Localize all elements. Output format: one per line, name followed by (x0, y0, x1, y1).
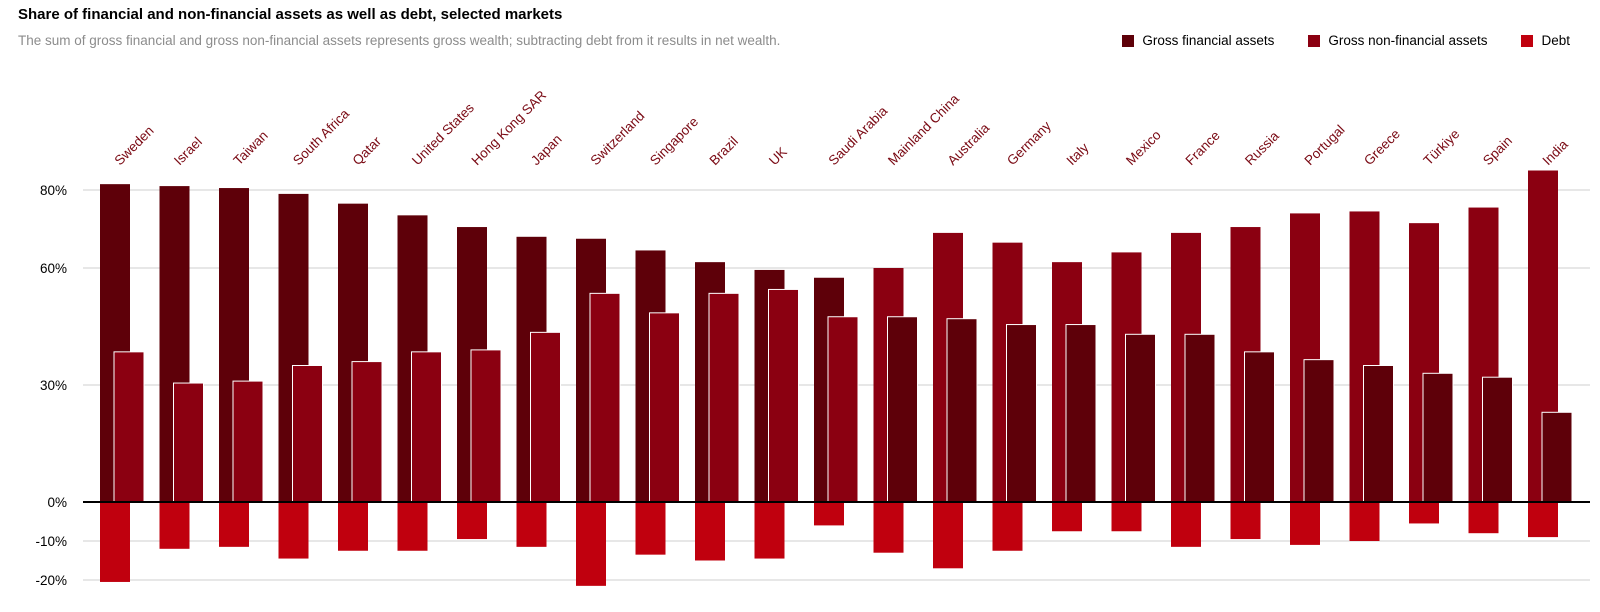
bar-financial-assets (946, 318, 978, 503)
y-tick-label: -20% (35, 573, 67, 588)
category-label: United States (409, 100, 477, 168)
bar-non-financial-assets (470, 349, 502, 503)
category-label: South Africa (290, 106, 352, 168)
bar-debt (576, 502, 606, 586)
y-tick-label: -10% (35, 534, 67, 549)
bar-non-financial-assets (530, 331, 561, 503)
bar-financial-assets (1006, 324, 1037, 503)
bar-non-financial-assets (292, 365, 323, 503)
bar-debt (695, 502, 725, 561)
bar-non-financial-assets (589, 292, 621, 503)
y-tick-label: 60% (40, 261, 67, 276)
category-label: Israel (171, 134, 205, 168)
bar-debt (933, 502, 963, 569)
category-label: Brazil (707, 134, 741, 168)
category-label: Singapore (647, 114, 701, 168)
chart-subtitle: The sum of gross financial and gross non… (18, 33, 781, 48)
bar-financial-assets (1244, 351, 1275, 503)
category-label: Portugal (1302, 122, 1348, 168)
bar-debt (219, 502, 249, 547)
bar-debt (159, 502, 190, 549)
category-label: Japan (528, 131, 565, 168)
bar-debt (278, 502, 309, 559)
bar-debt (814, 502, 844, 526)
category-label: Türkiye (1421, 126, 1463, 168)
bar-financial-assets (1065, 324, 1097, 503)
bar-debt (457, 502, 487, 540)
category-label: Switzerland (588, 108, 648, 168)
bar-debt (338, 502, 368, 551)
chart-title: Share of financial and non-financial ass… (18, 6, 563, 23)
bar-financial-assets (1541, 411, 1573, 503)
bar-non-financial-assets (768, 288, 799, 503)
bar-debt (397, 502, 428, 551)
bar-debt (873, 502, 904, 553)
bar-non-financial-assets (411, 351, 442, 503)
bar-non-financial-assets (351, 361, 383, 503)
bar-debt (1171, 502, 1201, 547)
bar-debt (1052, 502, 1082, 532)
bar-debt (1349, 502, 1380, 541)
bar-debt (754, 502, 785, 559)
bar-debt (1409, 502, 1439, 524)
category-label: Greece (1361, 126, 1403, 168)
legend-item-debt: Debt (1521, 33, 1570, 48)
bar-debt (1528, 502, 1558, 538)
bar-debt (1468, 502, 1499, 534)
y-tick-label: 30% (40, 378, 67, 393)
bar-debt (1230, 502, 1261, 540)
category-label: Australia (945, 120, 993, 168)
y-tick-label: 0% (47, 495, 67, 510)
bar-non-financial-assets (827, 316, 859, 503)
legend-swatch-financial (1122, 34, 1135, 47)
bar-non-financial-assets (113, 351, 145, 503)
bar-financial-assets (1422, 372, 1454, 503)
category-label: Mexico (1123, 127, 1164, 168)
bar-financial-assets (1482, 376, 1513, 503)
bar-debt (516, 502, 547, 547)
legend-item-financial: Gross financial assets (1122, 33, 1274, 48)
bar-debt (1290, 502, 1320, 545)
legend-item-nonfinancial: Gross non-financial assets (1308, 33, 1487, 48)
category-label: Saudi Arabia (826, 103, 891, 168)
category-label: Germany (1004, 118, 1054, 168)
category-label: France (1183, 128, 1223, 168)
bar-debt (992, 502, 1023, 551)
legend-label-financial: Gross financial assets (1142, 33, 1275, 48)
bar-non-financial-assets (232, 380, 264, 503)
bar-non-financial-assets (708, 292, 740, 503)
y-tick-label: 80% (40, 183, 67, 198)
category-label: Russia (1242, 128, 1282, 168)
category-label: India (1540, 136, 1572, 168)
bar-debt (635, 502, 666, 555)
category-label: Taiwan (231, 128, 271, 168)
legend: Gross financial assets Gross non-financi… (1122, 33, 1570, 48)
bar-financial-assets (887, 316, 918, 503)
legend-swatch-debt (1521, 34, 1534, 47)
legend-swatch-nonfinancial (1308, 34, 1321, 47)
bar-financial-assets (1363, 365, 1394, 503)
bar-financial-assets (1303, 359, 1335, 503)
bar-non-financial-assets (173, 382, 204, 503)
legend-label-nonfinancial: Gross non-financial assets (1328, 33, 1488, 48)
bar-financial-assets (1184, 333, 1216, 503)
bar-financial-assets (1125, 333, 1156, 503)
bar-debt (100, 502, 130, 582)
bar-non-financial-assets (649, 312, 680, 503)
legend-label-debt: Debt (1541, 33, 1570, 48)
category-label: Italy (1064, 140, 1092, 168)
bar-debt (1111, 502, 1142, 532)
category-label: Qatar (350, 133, 385, 168)
category-label: Sweden (112, 123, 157, 168)
category-label: Spain (1480, 133, 1515, 168)
category-label: UK (766, 144, 790, 168)
